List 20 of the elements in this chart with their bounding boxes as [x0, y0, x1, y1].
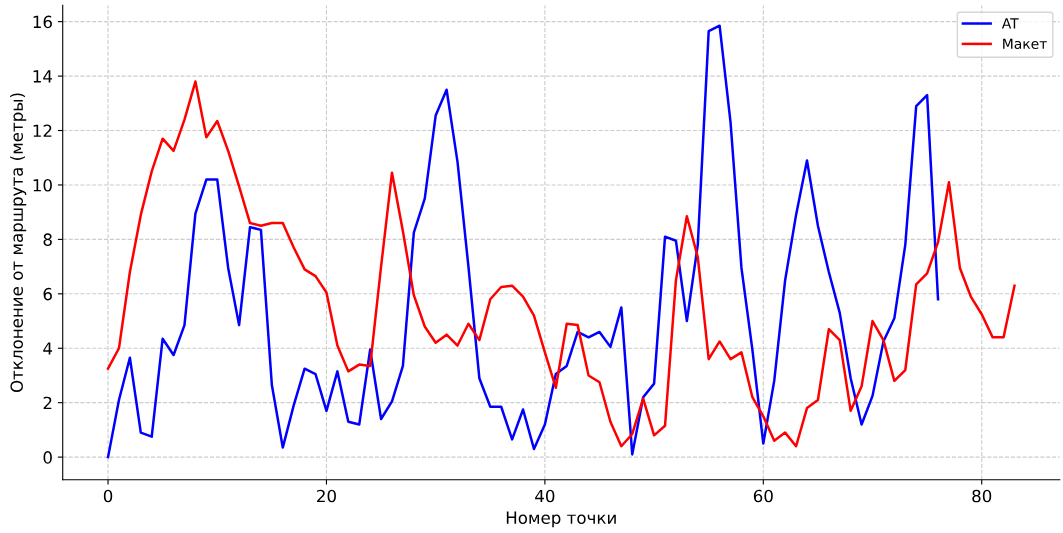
x-tick-label: 20	[317, 489, 336, 503]
y-tick-label: 10	[33, 178, 52, 192]
y-tick-label: 4	[43, 342, 53, 355]
x-tick-label: 60	[753, 489, 773, 503]
y-tick-label: 12	[33, 124, 52, 137]
legend-label: AT	[1001, 18, 1019, 29]
x-tick-label: 40	[535, 489, 555, 503]
x-tick-label: 80	[972, 489, 992, 503]
y-tick-label: 6	[43, 287, 52, 301]
x-axis-title: Номер точки	[506, 511, 616, 528]
y-tick-label: 14	[33, 70, 53, 83]
y-tick-label: 0	[43, 451, 52, 464]
legend-label: Макет	[1003, 38, 1047, 49]
line-series	[106, 80, 1016, 448]
y-tick-label: 8	[43, 233, 52, 246]
x-tick-label: 0	[103, 489, 113, 503]
y-axis-title: Отклонение от маршрута (метры)	[10, 93, 27, 393]
y-tick-label: 16	[33, 15, 52, 29]
line-series	[106, 24, 940, 459]
y-tick-label: 2	[43, 396, 52, 410]
